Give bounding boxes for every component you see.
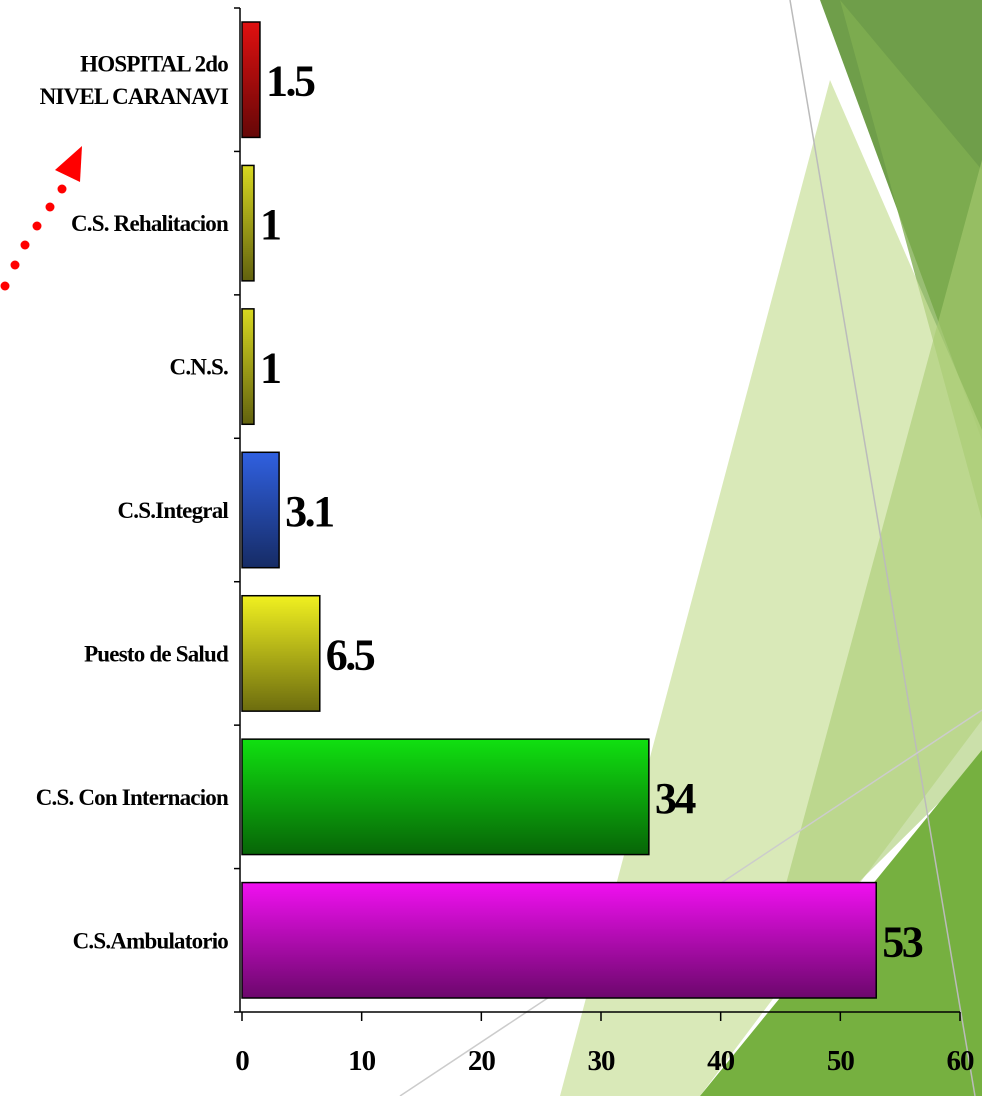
bar-shade — [242, 308, 254, 425]
value-label: 1.5 — [266, 57, 315, 106]
bar-shade — [242, 452, 280, 568]
x-tick-label: 30 — [588, 1045, 616, 1077]
y-tick-label: C.S.Ambulatorio — [73, 928, 229, 953]
x-tick-label: 50 — [827, 1045, 855, 1077]
value-label: 1 — [260, 344, 280, 393]
value-label: 34 — [655, 774, 697, 823]
bar-shade — [242, 595, 320, 712]
bar-shade — [242, 739, 649, 855]
y-tick-label: HOSPITAL 2do NIVEL CARANAVI — [40, 52, 229, 109]
value-label: 1 — [260, 200, 280, 249]
y-tick-label: C.S. Con Internacion — [36, 785, 229, 810]
bar-shade — [242, 882, 877, 998]
plot-area: 0 10 20 30 40 50 60 1.5 HOSPITAL 2do NIVEL CARANA… — [36, 7, 975, 1077]
y-tick-label: Puesto de Salud — [84, 641, 229, 666]
y-tick-label: C.S. Rehalitacion — [71, 211, 229, 236]
x-tick-label: 0 — [235, 1045, 249, 1077]
x-tick-label: 20 — [468, 1045, 496, 1077]
x-tick-label: 40 — [707, 1045, 735, 1077]
value-label: 6.5 — [326, 630, 375, 679]
value-label: 53 — [882, 917, 923, 966]
y-tick-label: C.S.Integral — [117, 498, 228, 523]
bar-shade — [242, 165, 254, 281]
x-tick-label: 10 — [348, 1045, 376, 1077]
value-label: 3.1 — [285, 487, 333, 536]
pointer-arrow — [0, 146, 82, 291]
x-tick-label: 60 — [947, 1045, 975, 1077]
y-tick-label: C.N.S. — [170, 355, 229, 380]
bar-shade — [242, 22, 260, 138]
